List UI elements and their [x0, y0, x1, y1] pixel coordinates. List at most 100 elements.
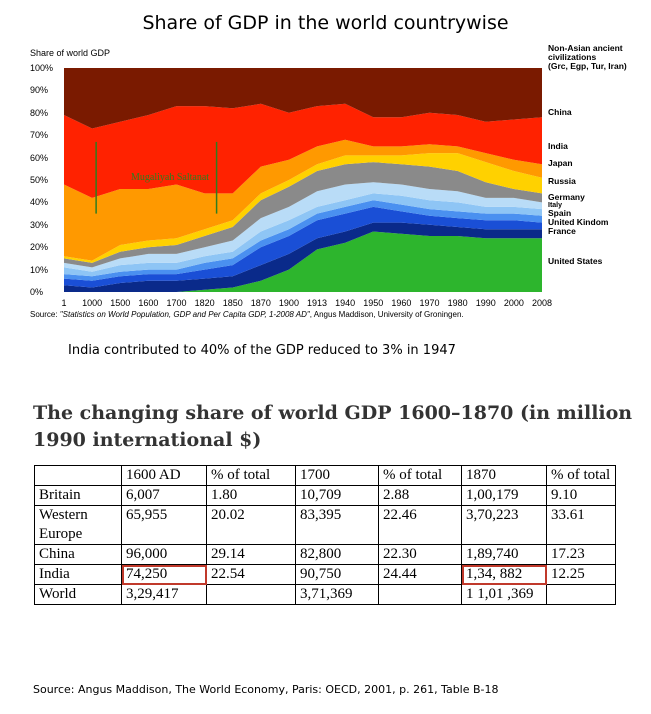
area-united [64, 206, 542, 288]
table-row: World 3,29,417 3,71,369 1 1,01 ,369 [34, 584, 616, 605]
cell-1700: 10,709 [295, 485, 379, 506]
cell-pct-1700: 24.44 [378, 564, 462, 585]
x-tick-label: 1870 [250, 298, 271, 308]
y-tick-label: 90% [30, 85, 49, 96]
chart-source-title: "Statistics on World Population, GDP and… [59, 310, 310, 319]
legend-non-asian-line2: civilizations [548, 51, 597, 62]
chart-title: Share of GDP in the world countrywise [142, 12, 509, 34]
area-india [64, 139, 542, 261]
cell-pct-1700 [378, 584, 462, 605]
legend-india: India [548, 141, 568, 151]
cell-pct-1600: 1.80 [206, 485, 296, 506]
x-tick-label: 1500 [110, 298, 131, 308]
table-header-row: 1600 AD % of total 1700 % of total 1870 … [34, 465, 616, 486]
cell-pct-1870: 17.23 [546, 544, 616, 565]
area-italy [64, 193, 542, 277]
cell-1600: 65,955 [121, 505, 207, 545]
legend-united-kingdom: United Kindom [548, 217, 609, 227]
cell-1870: 1 1,01 ,369 [461, 584, 547, 605]
gdp-table: 1600 AD % of total 1700 % of total 1870 … [34, 465, 616, 605]
legend-united-states: United States [548, 256, 603, 266]
table-title: The changing share of world GDP 1600–187… [33, 402, 633, 451]
y-tick-label: 60% [30, 152, 49, 163]
y-tick-label: 70% [30, 130, 49, 141]
mugal-annotation: Mugaliyah Saltanat [131, 172, 210, 183]
y-tick-label: 40% [30, 197, 49, 208]
legend-france: France [548, 226, 576, 236]
y-axis-label: Share of world GDP [30, 48, 111, 58]
legend-spain: Spain [548, 208, 572, 218]
legend-non-asian-line3: (Grc, Egp, Tur, Iran) [548, 60, 627, 71]
row-name: Western Europe [34, 505, 122, 545]
x-tick-label: 1820 [194, 298, 215, 308]
cell-1870-highlighted: 1,34, 882 [461, 564, 547, 585]
header-1870: 1870 [461, 465, 547, 486]
area-germany [64, 182, 542, 272]
legend-non-asian: Non-Asian ancient civilizations (Grc, Eg… [548, 44, 627, 71]
y-tick-label: 50% [30, 175, 49, 185]
chart-source: Source: "Statistics on World Population,… [30, 310, 464, 319]
header-pct-1600: % of total [206, 465, 296, 486]
cell-pct-1700: 22.30 [378, 544, 462, 565]
cell-1600: 3,29,417 [121, 584, 207, 605]
x-tick-label: 1850 [222, 298, 243, 308]
cell-pct-1600: 22.54 [206, 564, 296, 585]
header-pct-1700: % of total [378, 465, 462, 486]
x-tick-label: 2008 [531, 298, 553, 308]
header-pct-1870: % of total [546, 465, 616, 486]
area-non-asian [64, 68, 542, 129]
row-name: India [34, 564, 122, 585]
table-row: India 74,250 22.54 90,750 24.44 1,34, 88… [34, 564, 616, 585]
x-tick-label: 2000 [503, 298, 524, 308]
cell-1700: 82,800 [295, 544, 379, 565]
x-tick-label: 1980 [447, 298, 468, 308]
legend-germany: Germany [548, 192, 585, 202]
y-tick-label: 80% [30, 107, 49, 118]
area-russia [64, 162, 542, 268]
y-tick-label: 30% [30, 219, 49, 230]
y-tick-label: 20% [30, 242, 49, 253]
cell-pct-1700: 2.88 [378, 485, 462, 506]
cell-1700: 90,750 [295, 564, 379, 585]
cell-1600-highlighted: 74,250 [121, 564, 207, 585]
x-tick-label: 1970 [419, 298, 440, 308]
area-china [64, 103, 542, 198]
cell-pct-1870: 33.61 [546, 505, 616, 545]
x-tick-label: 1000 [82, 298, 103, 308]
cell-1870: 1,00,179 [461, 485, 547, 506]
y-tick-label: 10% [30, 264, 49, 275]
header-1600: 1600 AD [121, 465, 207, 486]
chart-source-suffix: , Angus Maddison, University of Groninge… [309, 310, 464, 319]
row-name: Britain [34, 485, 122, 506]
cell-1700: 83,395 [295, 505, 379, 545]
cell-pct-1700: 22.46 [378, 505, 462, 545]
cell-pct-1600: 20.02 [206, 505, 296, 545]
legend-italy: Italy [548, 202, 563, 209]
legend-non-asian-line1: Non-Asian ancient [548, 43, 623, 53]
legend-japan: Japan [548, 158, 573, 168]
legend-russia: Russia [548, 176, 576, 186]
cell-1600: 96,000 [121, 544, 207, 565]
x-tick-label: 1913 [307, 298, 328, 308]
cell-pct-1870 [546, 584, 616, 605]
x-tick-label: 1 [61, 298, 67, 308]
cell-1870: 1,89,740 [461, 544, 547, 565]
cell-pct-1600 [206, 584, 296, 605]
x-tick-label: 1950 [363, 298, 384, 308]
table-row: Western Europe 65,955 20.02 83,395 22.46… [34, 505, 616, 545]
india-caption: India contributed to 40% of the GDP redu… [68, 343, 456, 358]
header-blank [34, 465, 122, 486]
x-tick-label: 1960 [391, 298, 412, 308]
x-tick-label: 1990 [475, 298, 496, 308]
table-row: China 96,000 29.14 82,800 22.30 1,89,740… [34, 544, 616, 565]
table-row: Britain 6,007 1.80 10,709 2.88 1,00,179 … [34, 485, 616, 506]
area-united [64, 231, 542, 292]
row-name: China [34, 544, 122, 565]
area-japan [64, 153, 542, 263]
cell-pct-1870: 9.10 [546, 485, 616, 506]
y-tick-label: 100% [30, 63, 54, 73]
area-france [64, 222, 542, 292]
cell-1700: 3,71,369 [295, 584, 379, 605]
header-1700: 1700 [295, 465, 379, 486]
